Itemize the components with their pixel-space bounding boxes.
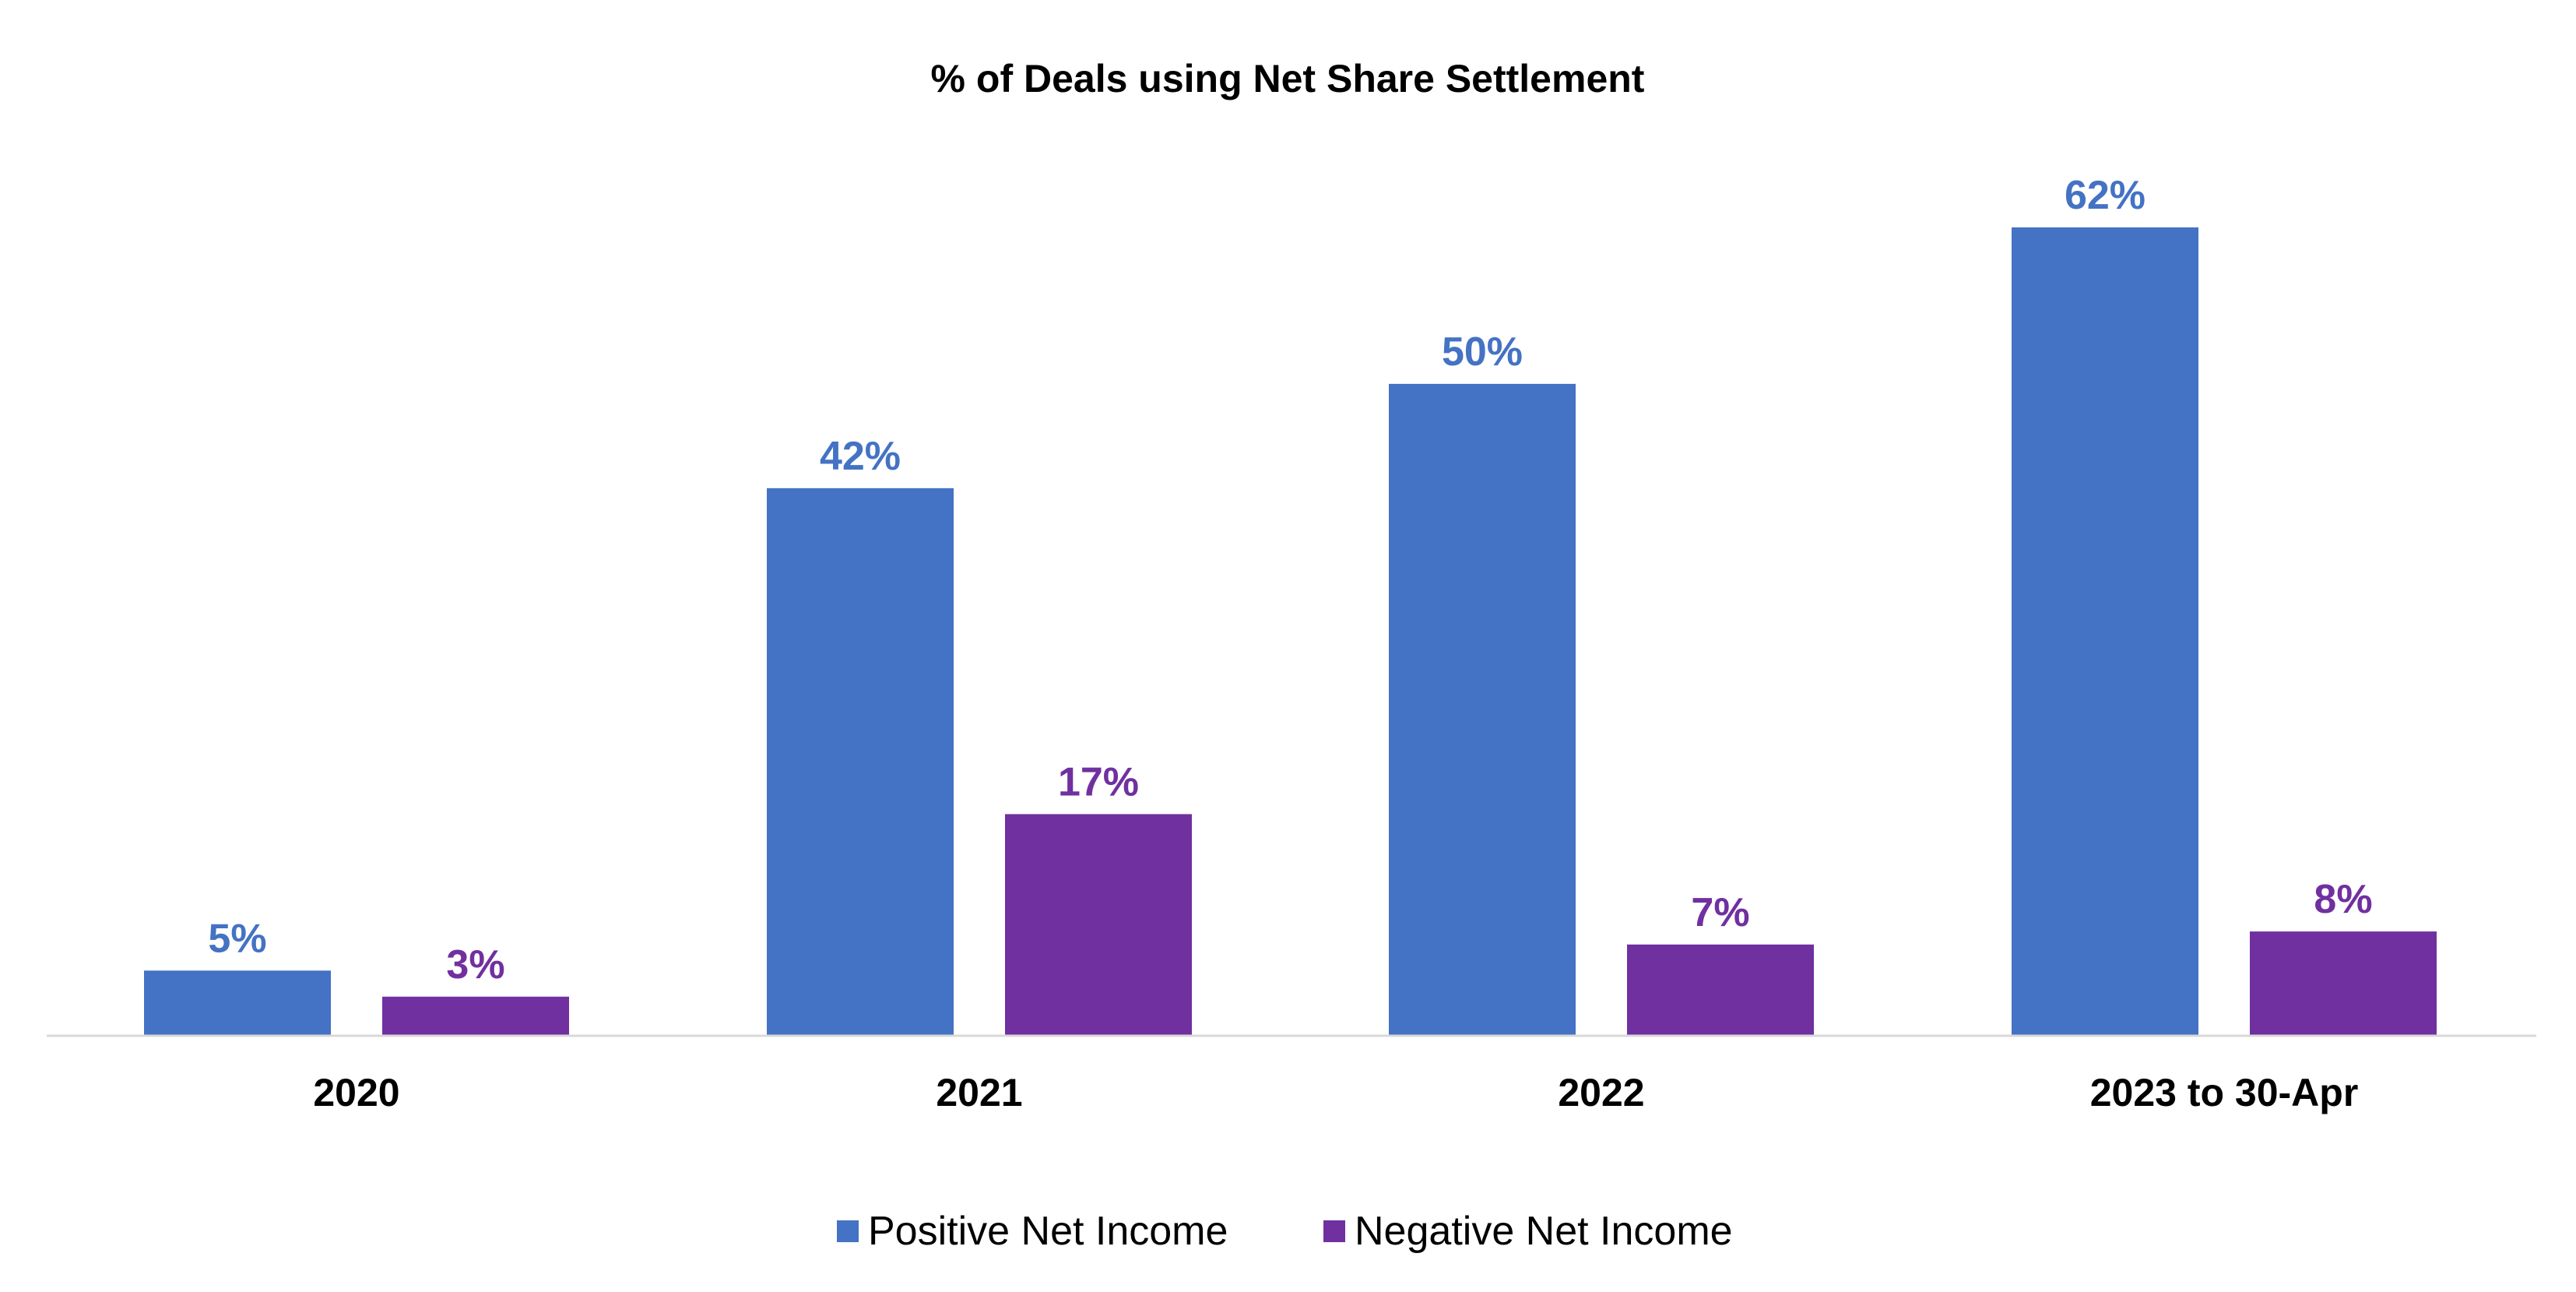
legend-label-positive-net-income: Positive Net Income bbox=[868, 1209, 1228, 1254]
data-label-negative-net-income-2: 7% bbox=[1691, 890, 1749, 935]
bars-layer bbox=[144, 227, 2437, 1037]
data-label-positive-net-income-2: 50% bbox=[1442, 329, 1523, 375]
bar-positive-net-income-1 bbox=[767, 488, 954, 1036]
legend-label-negative-net-income: Negative Net Income bbox=[1355, 1209, 1733, 1254]
legend-swatch-positive-net-income bbox=[837, 1220, 859, 1242]
bar-negative-net-income-1 bbox=[1005, 814, 1192, 1036]
legend: Positive Net Income Negative Net Income bbox=[837, 1209, 1733, 1254]
bar-negative-net-income-2 bbox=[1627, 944, 1814, 1036]
data-labels-layer: 5% 3% 42% 17% 50% 7% 62% 8% bbox=[208, 173, 2372, 987]
bar-negative-net-income-0 bbox=[382, 996, 569, 1036]
chart-title: % of Deals using Net Share Settlement bbox=[931, 57, 1645, 100]
data-label-positive-net-income-3: 62% bbox=[2065, 173, 2145, 218]
legend-swatch-negative-net-income bbox=[1323, 1220, 1345, 1242]
bar-positive-net-income-2 bbox=[1389, 383, 1576, 1037]
bar-positive-net-income-3 bbox=[2012, 227, 2198, 1036]
data-label-negative-net-income-3: 8% bbox=[2314, 877, 2372, 922]
data-label-positive-net-income-0: 5% bbox=[208, 916, 266, 961]
x-tick-label-0: 2020 bbox=[313, 1071, 399, 1114]
x-tick-label-1: 2021 bbox=[936, 1071, 1022, 1114]
data-label-positive-net-income-1: 42% bbox=[820, 434, 901, 479]
bar-positive-net-income-0 bbox=[144, 970, 331, 1036]
category-labels-layer: 2020 2021 2022 2023 to 30-Apr bbox=[313, 1071, 2358, 1114]
data-label-negative-net-income-0: 3% bbox=[446, 942, 504, 987]
data-label-negative-net-income-1: 17% bbox=[1058, 759, 1139, 804]
x-tick-label-2: 2022 bbox=[1558, 1071, 1644, 1114]
x-tick-label-3: 2023 to 30-Apr bbox=[2090, 1071, 2359, 1114]
bar-negative-net-income-3 bbox=[2250, 931, 2437, 1036]
